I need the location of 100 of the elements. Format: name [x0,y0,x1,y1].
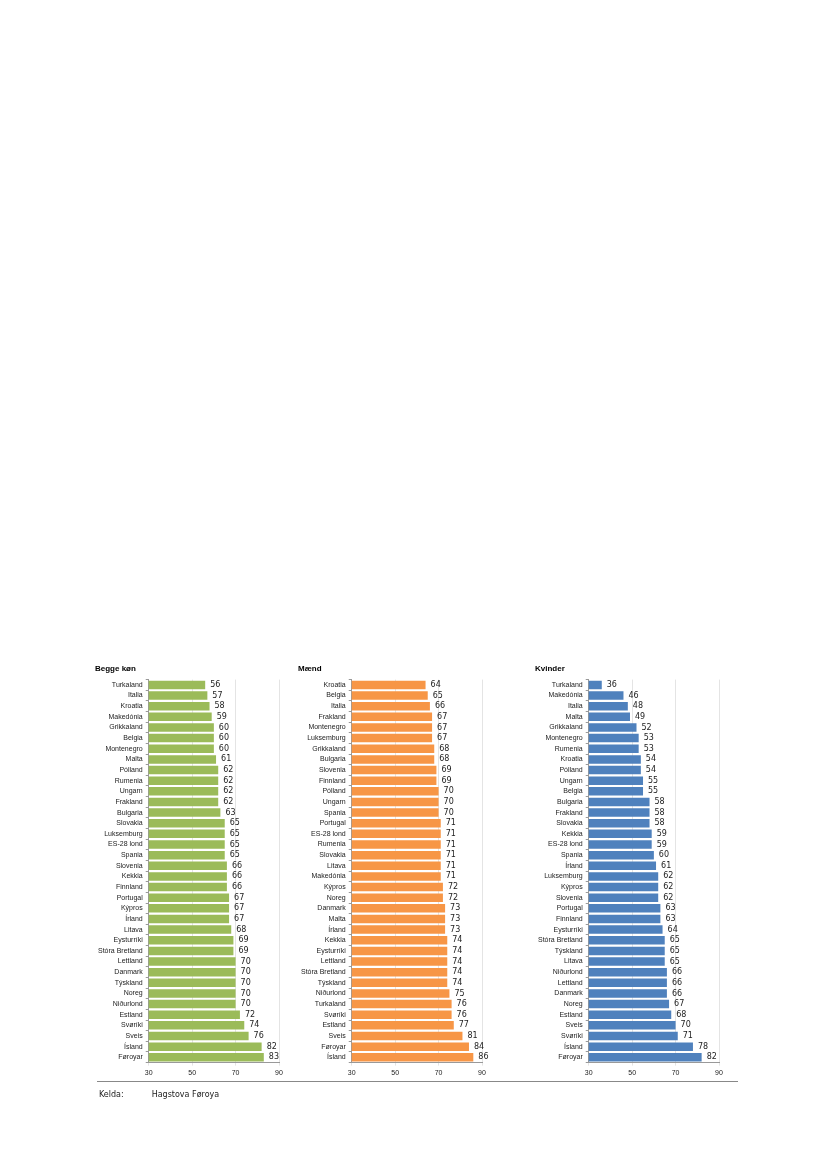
data-label: 66 [671,977,683,987]
data-label: 73 [450,903,461,913]
data-label: 65 [229,850,240,860]
data-label: 70 [443,797,454,807]
data-label: 62 [663,892,674,902]
data-label: 69 [441,775,452,785]
data-label: 65 [669,956,680,966]
data-label: 81 [467,1031,478,1041]
data-label: 62 [223,765,234,775]
data-label: 67 [234,892,245,902]
data-label: 58 [654,807,665,817]
data-label: 59 [216,711,227,721]
data-label: 70 [240,999,251,1009]
data-label: 74 [452,935,463,945]
data-label: 84 [473,1041,485,1051]
data-label: 74 [452,977,463,987]
data-label: 62 [663,871,674,881]
data-label: 72 [447,882,459,892]
data-label: 68 [439,743,450,753]
data-label: 71 [445,818,456,828]
data-label: 71 [445,839,456,849]
data-label: 63 [665,914,676,924]
data-label: 73 [450,914,461,924]
data-label: 77 [458,1020,469,1030]
data-label: 69 [441,765,452,775]
data-label: 76 [253,1031,264,1041]
data-label: 82 [266,1041,277,1051]
data-label: 72 [244,1009,256,1019]
text: Kelda: [99,1090,124,1099]
data-label: 86 [478,1052,489,1062]
data-label: 63 [225,807,236,817]
data-label: 65 [229,839,240,849]
data-label: 69 [238,935,249,945]
data-label: 52 [641,722,652,732]
data-label: 66 [434,701,446,711]
data-label: 76 [456,1009,467,1019]
data-label: 73 [450,924,461,934]
data-label: 60 [218,743,230,753]
data-label: 68 [236,924,247,934]
data-label: 67 [674,999,685,1009]
data-label: 54 [645,765,657,775]
data-label: 75 [454,988,465,998]
data-label: 67 [437,722,448,732]
data-label: 76 [456,999,467,1009]
data-label: 67 [234,914,245,924]
data-label: 53 [643,743,654,753]
data-label: 70 [240,967,251,977]
data-label: 67 [437,711,448,721]
data-label: 74 [249,1020,260,1030]
data-label: 48 [632,701,644,711]
data-label: 58 [654,818,665,828]
data-label: 67 [234,903,245,913]
data-label: 71 [445,850,456,860]
data-label: 67 [437,733,448,743]
data-label: 74 [452,956,463,966]
data-label: 59 [656,839,667,849]
data-label: 70 [443,786,454,796]
data-label: 83 [268,1052,279,1062]
data-label: 58 [654,797,665,807]
data-label: 71 [445,860,456,870]
data-label: 72 [447,892,459,902]
data-label: 71 [445,828,456,838]
data-label: 61 [221,754,232,764]
data-label: 70 [443,807,454,817]
data-label: 49 [634,711,646,721]
data-label: 62 [663,882,674,892]
data-label: 66 [671,967,683,977]
data-label: 70 [240,956,251,966]
data-label: 66 [231,871,243,881]
data-label: 57 [212,690,223,700]
data-label: 56 [210,680,221,689]
data-label: 70 [240,977,251,987]
data-label: 69 [238,945,249,955]
data-label: 55 [648,786,659,796]
data-label: 68 [439,754,450,764]
data-label: 64 [667,924,678,934]
data-label: 63 [665,903,676,913]
data-label: 71 [682,1031,693,1041]
data-label: 74 [452,967,463,977]
data-label: 36 [606,680,617,689]
chart-title: Mænd [298,664,322,673]
data-label: 70 [240,988,251,998]
data-label: 46 [628,690,639,700]
data-label: 54 [645,754,657,764]
data-label: 55 [648,775,659,785]
data-label: 66 [231,882,243,892]
data-label: 58 [214,701,225,711]
data-label: 65 [229,828,240,838]
data-label: 62 [223,775,234,785]
data-label: 65 [432,690,443,700]
data-label: 65 [669,935,680,945]
data-label: 65 [669,945,680,955]
data-label: 66 [231,860,243,870]
data-label: 59 [656,828,667,838]
chart-title: Begge køn [95,664,137,673]
data-label: 61 [661,860,672,870]
data-label: 64 [430,680,441,689]
data-label: 53 [643,733,654,743]
data-label: 62 [223,786,234,796]
data-label: 60 [218,722,230,732]
